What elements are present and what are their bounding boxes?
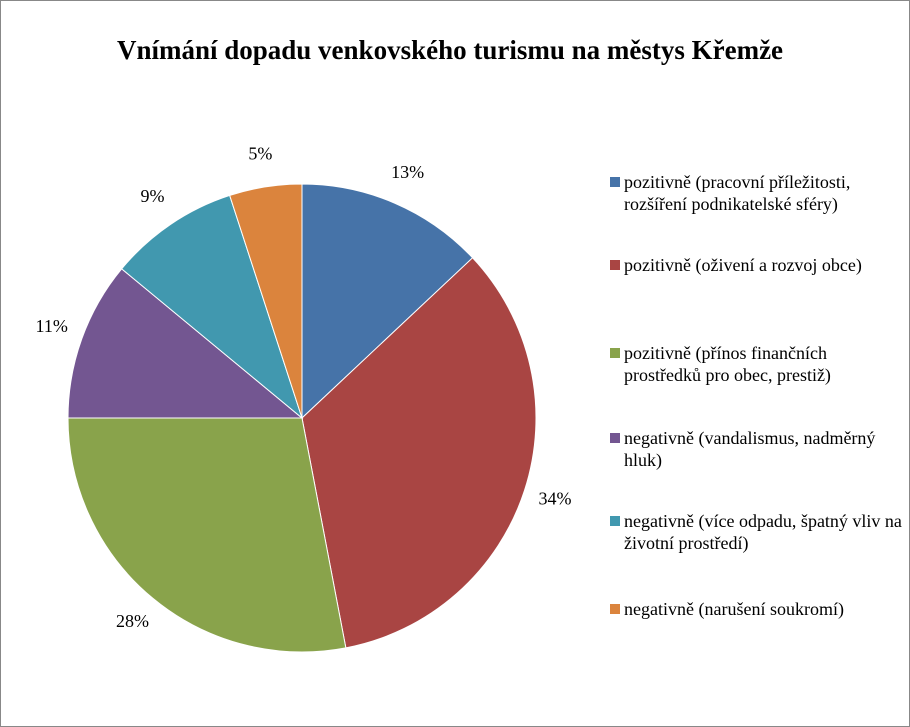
legend-item: negativně (narušení soukromí) [610,598,902,620]
legend-item: negativně (více odpadu, špatný vliv na ž… [610,510,902,554]
legend-item: pozitivně (přínos finančních prostředků … [610,342,902,386]
legend-swatch [610,604,620,614]
legend-swatch [610,516,620,526]
pie-slice [229,183,303,419]
legend-swatch [610,260,620,270]
pie-slice [301,257,537,649]
legend-swatch [610,348,620,358]
legend-label: negativně (vandalismus, nadměrný hluk) [624,428,876,470]
data-label: 28% [116,611,149,631]
legend-label: pozitivně (přínos finančních prostředků … [624,343,831,385]
legend-item: pozitivně (pracovní příležitosti, rozšíř… [610,171,902,215]
pie-slice [301,183,474,420]
pie-slice [120,194,304,420]
legend-item: pozitivně (oživení a rozvoj obce) [610,254,902,276]
data-label: 5% [248,143,272,163]
legend-label: negativně (více odpadu, špatný vliv na ž… [624,511,902,553]
chart-title: Vnímání dopadu venkovského turismu na mě… [116,35,784,65]
data-label: 34% [538,488,571,508]
data-label: 13% [391,162,424,182]
data-label: 11% [36,316,68,336]
legend-item: negativně (vandalismus, nadměrný hluk) [610,427,902,471]
data-label: 9% [140,186,164,206]
pie-slice [67,417,347,653]
legend-label: pozitivně (oživení a rozvoj obce) [624,255,862,275]
legend-swatch [610,433,620,443]
pie-slice [67,268,304,419]
legend-label: pozitivně (pracovní příležitosti, rozšíř… [624,172,851,214]
legend-label: negativně (narušení soukromí) [624,599,844,619]
legend-swatch [610,177,620,187]
